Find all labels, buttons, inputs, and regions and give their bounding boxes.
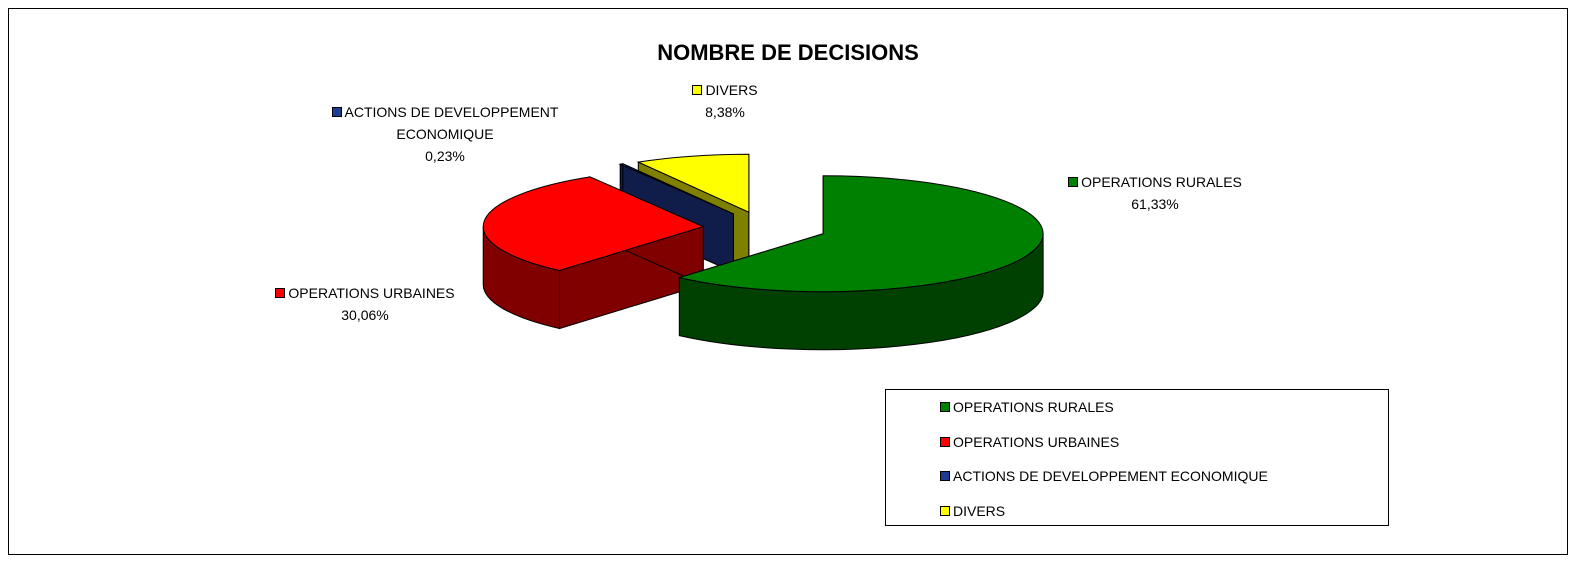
data-label-value: 30,06% bbox=[341, 307, 389, 323]
category-name: OPERATIONS URBAINES bbox=[288, 285, 455, 301]
data-label: OPERATIONS URBAINES 30,06% bbox=[255, 282, 475, 326]
data-label-name: OPERATIONS URBAINES bbox=[255, 282, 475, 304]
data-label-value: 0,23% bbox=[425, 148, 465, 164]
legend-key bbox=[940, 505, 950, 516]
data-label-name: OPERATIONS RURALES bbox=[1055, 171, 1255, 193]
data-label-value: 8,38% bbox=[705, 104, 745, 120]
slice-top bbox=[482, 176, 705, 272]
category-name: ACTIONS DE DEVELOPPEMENT ECONOMIQUE bbox=[344, 104, 559, 142]
legend-key bbox=[940, 402, 950, 412]
slice bbox=[482, 176, 705, 330]
legend-key bbox=[940, 471, 950, 481]
chart-title: NOMBRE DE DECISIONS bbox=[657, 40, 919, 65]
slice-top bbox=[677, 175, 1044, 293]
legend-label: OPERATIONS RURALES bbox=[953, 399, 1114, 415]
legend-label: ACTIONS DE DEVELOPPEMENT ECONOMIQUE bbox=[953, 468, 1268, 484]
label-key bbox=[1068, 177, 1079, 187]
label-key bbox=[692, 85, 703, 95]
label-key bbox=[331, 107, 342, 117]
legend-label: OPERATIONS URBAINES bbox=[953, 433, 1120, 450]
legend-item: DIVERS bbox=[940, 502, 1005, 520]
legend: OPERATIONS RURALES OPERATIONS URBAINES ACT… bbox=[885, 389, 1389, 526]
legend-item: OPERATIONS URBAINES bbox=[940, 433, 1119, 451]
slice-top bbox=[618, 163, 734, 215]
data-label: OPERATIONS RURALES 61,33% bbox=[1055, 171, 1255, 215]
legend-item: ACTIONS DE DEVELOPPEMENT ECONOMIQUE bbox=[940, 467, 1268, 485]
data-label-name: ACTIONS DE DEVELOPPEMENT ECONOMIQUE bbox=[310, 101, 580, 145]
slice bbox=[677, 175, 1044, 351]
data-label-name: DIVERS bbox=[640, 79, 810, 101]
legend-key bbox=[940, 436, 950, 447]
legend-item: OPERATIONS RURALES bbox=[940, 398, 1114, 416]
category-name: OPERATIONS RURALES bbox=[1081, 174, 1242, 190]
data-label: ACTIONS DE DEVELOPPEMENT ECONOMIQUE 0,23% bbox=[310, 101, 580, 167]
slice-top bbox=[636, 153, 750, 213]
data-label: DIVERS 8,38% bbox=[640, 79, 810, 123]
legend-label: DIVERS bbox=[953, 502, 1006, 519]
category-name: DIVERS bbox=[705, 82, 758, 98]
label-key bbox=[275, 288, 286, 298]
data-label-value: 61,33% bbox=[1131, 196, 1179, 212]
